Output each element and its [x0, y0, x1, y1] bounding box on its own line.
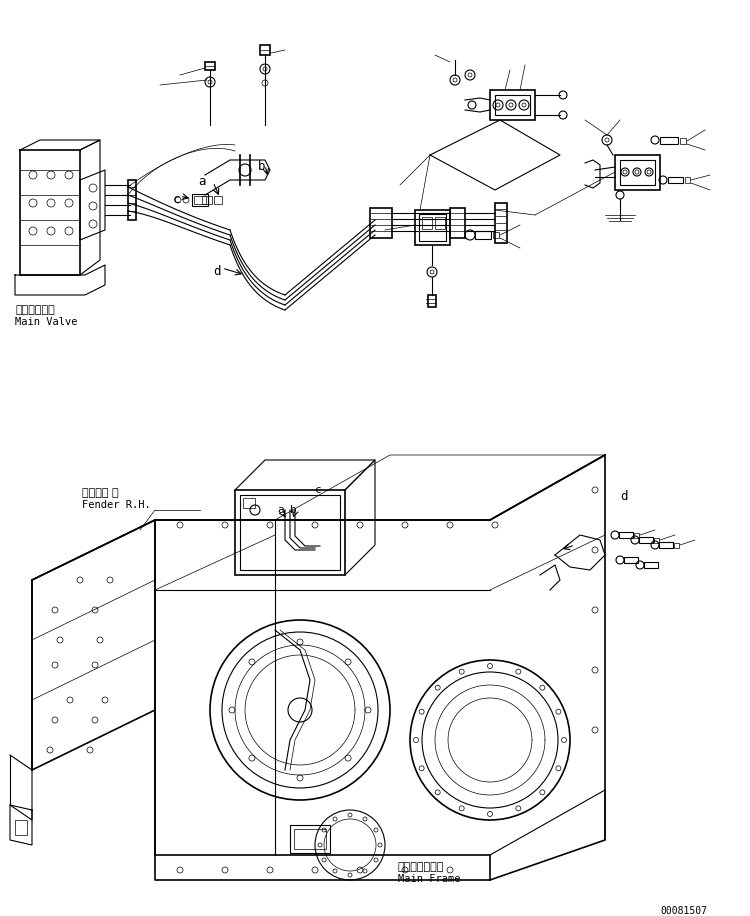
Bar: [450, 208, 465, 238]
Text: a: a: [198, 175, 206, 188]
Text: c: c: [315, 485, 322, 495]
Text: a: a: [277, 505, 284, 515]
Bar: [615, 155, 660, 190]
Bar: [192, 194, 208, 206]
Bar: [475, 231, 491, 239]
Bar: [435, 217, 445, 229]
Bar: [495, 95, 530, 115]
Bar: [128, 180, 136, 220]
Bar: [668, 177, 683, 183]
Text: Fender R.H.: Fender R.H.: [82, 500, 151, 510]
Bar: [634, 533, 639, 538]
Bar: [235, 490, 345, 575]
Bar: [495, 203, 507, 243]
Bar: [214, 196, 222, 204]
Bar: [422, 217, 432, 229]
Bar: [419, 214, 446, 241]
Text: フェンダ 右: フェンダ 右: [82, 488, 118, 498]
Bar: [15, 820, 27, 835]
Bar: [240, 495, 340, 570]
Bar: [290, 825, 330, 853]
Text: Main Valve: Main Valve: [15, 317, 77, 327]
Bar: [202, 196, 212, 204]
Text: Main Frame: Main Frame: [398, 874, 460, 884]
Bar: [660, 137, 678, 144]
Text: c: c: [173, 193, 181, 206]
Bar: [674, 543, 679, 548]
Bar: [294, 829, 326, 849]
Text: b: b: [258, 160, 266, 173]
Bar: [644, 562, 658, 568]
Bar: [685, 177, 690, 183]
Bar: [639, 537, 653, 543]
Text: d: d: [213, 265, 220, 278]
Bar: [624, 557, 638, 563]
Bar: [205, 62, 215, 70]
Bar: [654, 538, 659, 543]
Bar: [370, 208, 392, 238]
Bar: [194, 196, 206, 204]
Bar: [619, 532, 633, 538]
Bar: [428, 295, 436, 307]
Bar: [415, 210, 450, 245]
Bar: [243, 498, 255, 508]
Text: 00081507: 00081507: [660, 906, 707, 916]
Bar: [659, 542, 673, 548]
Bar: [493, 232, 499, 238]
Text: b: b: [290, 505, 297, 515]
Text: d: d: [620, 490, 628, 503]
Bar: [490, 90, 535, 120]
Bar: [620, 160, 655, 185]
Text: メインフレーム: メインフレーム: [398, 862, 444, 872]
Text: メインバルブ: メインバルブ: [15, 305, 55, 315]
Bar: [680, 138, 686, 144]
Bar: [260, 45, 270, 55]
